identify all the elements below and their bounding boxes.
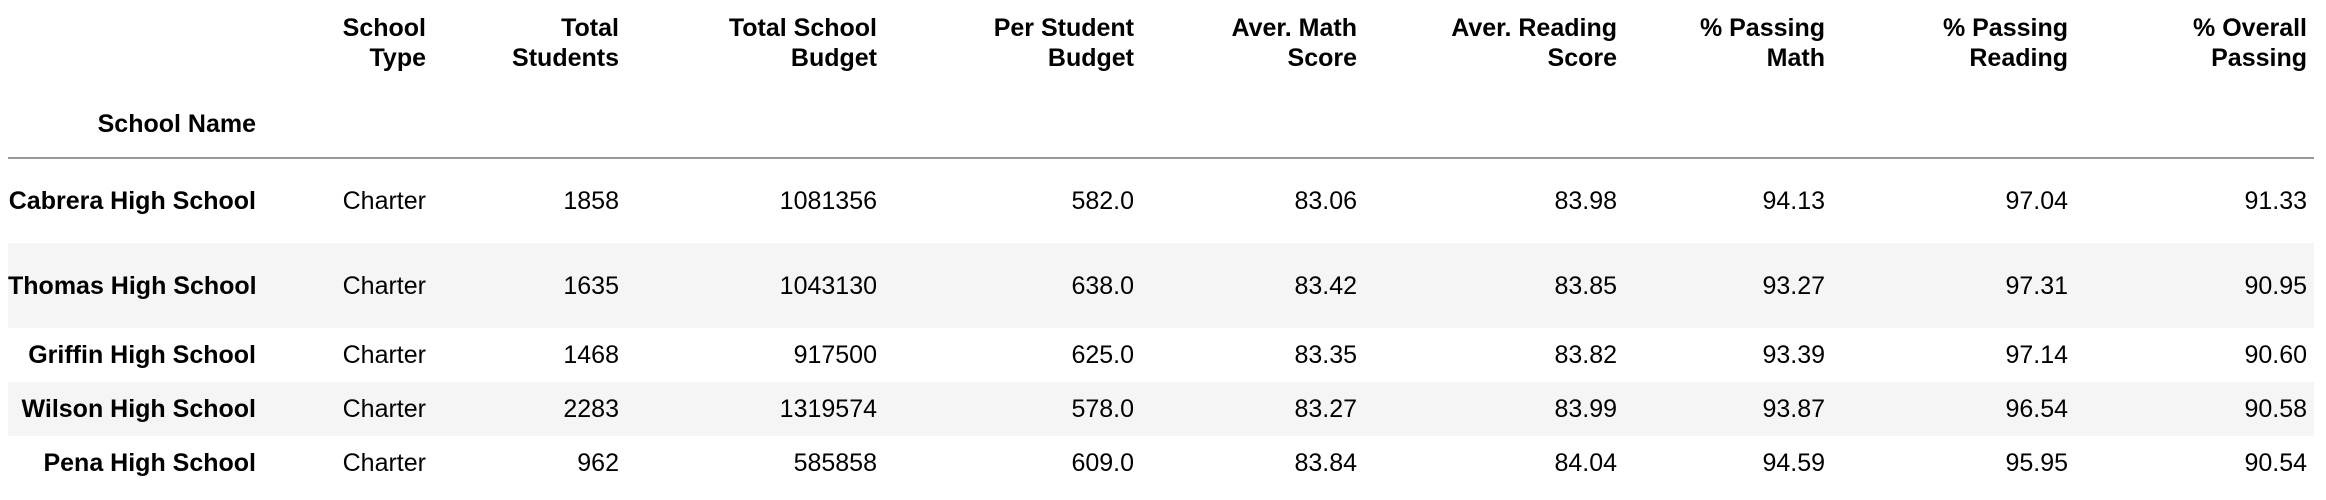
cell-avg-reading: 83.99 — [1554, 395, 1617, 423]
cell-school-type: Charter — [342, 341, 426, 369]
table-row: Thomas High School Charter 1635 1043130 … — [8, 243, 2314, 328]
table-row: Wilson High School Charter 2283 1319574 … — [8, 382, 2314, 436]
cell-per-student-budget: 582.0 — [1071, 187, 1134, 215]
cell-avg-math: 83.42 — [1294, 271, 1357, 300]
cell-pct-reading: 97.31 — [2005, 271, 2068, 300]
cell-avg-math: 83.27 — [1294, 395, 1357, 423]
column-header: Aver. Reading Score — [1451, 14, 1617, 72]
cell-pct-math: 93.87 — [1762, 395, 1825, 423]
table-row: Cabrera High School Charter 1858 1081356… — [8, 158, 2314, 243]
cell-per-student-budget: 625.0 — [1071, 341, 1134, 369]
cell-pct-overall: 90.58 — [2244, 395, 2307, 423]
cell-total-students: 1858 — [563, 187, 619, 215]
cell-avg-reading: 83.98 — [1554, 187, 1617, 215]
column-header-row: School Type Total Students Total School Bud… — [8, 0, 2314, 103]
cell-avg-reading: 83.82 — [1554, 341, 1617, 369]
cell-avg-math: 83.84 — [1294, 449, 1357, 477]
cell-pct-math: 93.39 — [1762, 341, 1825, 369]
row-school-name: Thomas High School — [8, 271, 257, 300]
cell-avg-math: 83.06 — [1294, 187, 1357, 215]
cell-pct-reading: 96.54 — [2005, 395, 2068, 423]
cell-total-students: 962 — [577, 449, 619, 477]
row-school-name: Wilson High School — [21, 395, 257, 423]
table-row: Griffin High School Charter 1468 917500 … — [8, 328, 2314, 382]
cell-total-budget: 1043130 — [779, 271, 877, 300]
cell-school-type: Charter — [342, 271, 426, 300]
cell-total-students: 1635 — [563, 271, 619, 300]
cell-per-student-budget: 609.0 — [1071, 449, 1134, 477]
cell-pct-overall: 90.54 — [2244, 449, 2307, 477]
index-name-header: School Name — [8, 103, 263, 159]
cell-pct-math: 94.59 — [1762, 449, 1825, 477]
cell-avg-reading: 83.85 — [1554, 271, 1617, 300]
index-corner-cell — [8, 0, 263, 103]
cell-total-students: 2283 — [563, 395, 619, 423]
column-header: Total Students — [512, 14, 619, 72]
column-header: % Passing Math — [1699, 14, 1825, 72]
cell-per-student-budget: 638.0 — [1071, 271, 1134, 300]
cell-school-type: Charter — [342, 187, 426, 215]
schools-summary-table: School Type Total Students Total School Bud… — [8, 0, 2314, 490]
row-school-name: Cabrera High School — [8, 187, 256, 215]
cell-total-budget: 1081356 — [779, 187, 877, 215]
column-header: Per Student Budget — [993, 14, 1134, 72]
cell-total-budget: 1319574 — [779, 395, 877, 423]
column-header: % Overall Passing — [2193, 14, 2307, 72]
cell-pct-overall: 90.95 — [2244, 271, 2307, 300]
cell-total-budget: 917500 — [793, 341, 877, 369]
cell-avg-math: 83.35 — [1294, 341, 1357, 369]
cell-pct-overall: 91.33 — [2244, 187, 2307, 215]
cell-pct-reading: 97.14 — [2005, 341, 2068, 369]
column-header: Total School Budget — [728, 14, 877, 72]
column-header: Aver. Math Score — [1231, 14, 1357, 72]
cell-school-type: Charter — [342, 449, 426, 477]
cell-pct-math: 94.13 — [1762, 187, 1825, 215]
cell-pct-math: 93.27 — [1762, 271, 1825, 300]
column-header: School Type — [342, 14, 426, 72]
cell-total-students: 1468 — [563, 341, 619, 369]
row-school-name: Griffin High School — [28, 341, 256, 369]
cell-school-type: Charter — [342, 395, 426, 423]
index-header-row: School Name — [8, 103, 2314, 159]
cell-per-student-budget: 578.0 — [1071, 395, 1134, 423]
row-school-name: Pena High School — [43, 449, 256, 477]
cell-total-budget: 585858 — [793, 449, 877, 477]
table-body: Cabrera High School Charter 1858 1081356… — [8, 158, 2314, 490]
cell-pct-reading: 97.04 — [2005, 187, 2068, 215]
cell-pct-overall: 90.60 — [2244, 341, 2307, 369]
column-header: % Passing Reading — [1942, 14, 2068, 72]
table-row: Pena High School Charter 962 585858 609.… — [8, 436, 2314, 490]
table-header: School Type Total Students Total School Bud… — [8, 0, 2314, 159]
cell-pct-reading: 95.95 — [2005, 449, 2068, 477]
cell-avg-reading: 84.04 — [1554, 449, 1617, 477]
